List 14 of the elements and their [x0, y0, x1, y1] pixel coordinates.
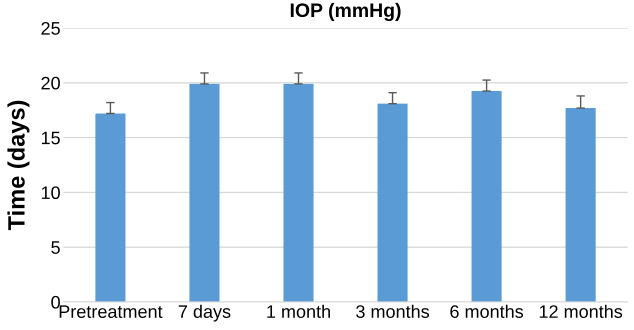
x-tick-label: 3 months: [356, 304, 430, 318]
x-tick-label: 7 days: [178, 304, 230, 322]
x-tick-label: Pretreatment: [60, 305, 162, 318]
y-tick-label: 5: [51, 241, 60, 254]
x-tick-label: 12 months: [540, 304, 622, 318]
y-tick-label: 20: [41, 76, 60, 90]
y-tick-label: 25: [41, 22, 60, 35]
y-axis-title: Time (days): [7, 100, 30, 230]
x-tick-label: 1 month: [267, 304, 330, 318]
y-tick-label: 10: [42, 186, 60, 200]
x-tick-label: 6 months: [450, 304, 524, 318]
y-tick-label: 15: [42, 132, 60, 144]
y-tick-label: 0: [51, 296, 60, 309]
chart-title: IOP (mmHg): [290, 2, 401, 22]
